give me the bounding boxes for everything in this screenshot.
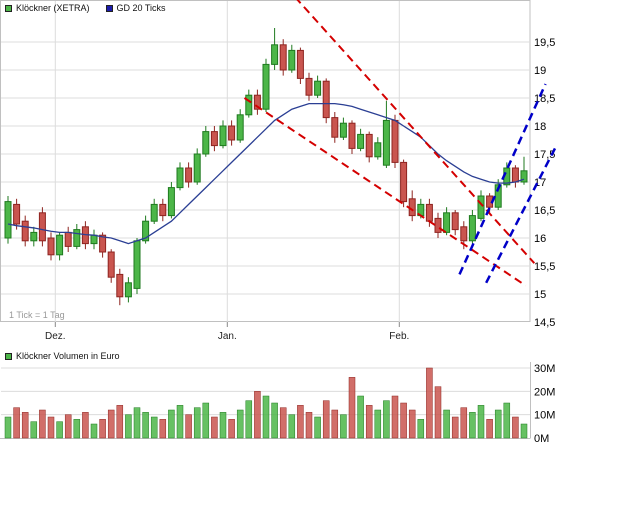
price-series-legend-item: Klöckner (XETRA) [5, 3, 90, 13]
svg-text:0M: 0M [534, 433, 549, 445]
price-legend: Klöckner (XETRA) GD 20 Ticks [5, 3, 182, 13]
volume-series-label: Klöckner Volumen in Euro [16, 351, 120, 361]
svg-text:15: 15 [534, 289, 546, 301]
svg-text:Jan.: Jan. [218, 331, 237, 342]
svg-text:16: 16 [534, 233, 546, 245]
tick-note: 1 Tick = 1 Tag [9, 310, 65, 320]
svg-text:17,5: 17,5 [534, 149, 555, 161]
svg-text:20M: 20M [534, 386, 555, 398]
volume-legend: Klöckner Volumen in Euro [5, 351, 136, 361]
volume-series-legend-item: Klöckner Volumen in Euro [5, 351, 120, 361]
volume-chart-canvas: 30M 20M 10M 0M [0, 362, 555, 445]
gd20-series-label: GD 20 Ticks [116, 3, 166, 13]
price-series-label: Klöckner (XETRA) [16, 3, 90, 13]
svg-text:14,5: 14,5 [534, 317, 555, 329]
svg-text:15,5: 15,5 [534, 261, 555, 273]
svg-text:18: 18 [534, 121, 546, 133]
svg-text:Dez.: Dez. [45, 331, 66, 342]
svg-text:Feb.: Feb. [389, 331, 409, 342]
volume-series-swatch-icon [5, 352, 12, 360]
gd20-series-legend-item: GD 20 Ticks [105, 3, 166, 13]
svg-text:30M: 30M [534, 363, 555, 375]
svg-text:19: 19 [534, 65, 546, 77]
svg-text:10M: 10M [534, 410, 555, 422]
svg-text:16,5: 16,5 [534, 205, 555, 217]
price-series-swatch-icon [5, 4, 12, 12]
svg-text:19,5: 19,5 [534, 37, 555, 49]
gd20-series-swatch-icon [105, 4, 113, 12]
